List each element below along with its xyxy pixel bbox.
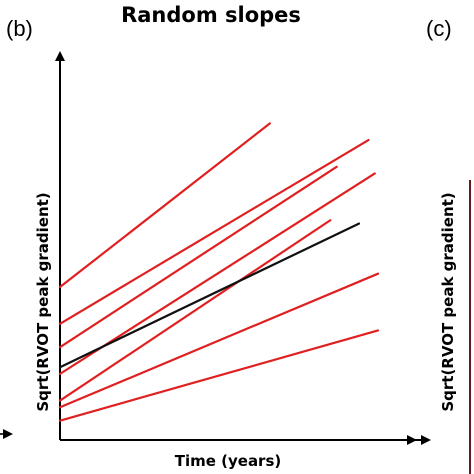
panel-label-c: (c) <box>426 16 452 41</box>
series-layer <box>58 122 380 422</box>
individual-slope-line-3 <box>58 138 370 325</box>
individual-slope-line-5 <box>58 219 332 402</box>
individual-slope-line-4 <box>58 165 338 349</box>
individual-slope-line-6 <box>58 272 380 409</box>
individual-slope-line-7 <box>58 329 380 422</box>
mean-slope-line <box>58 222 361 369</box>
x-axis-label: Time (years) <box>175 452 282 470</box>
chart-title: Random slopes <box>121 3 301 27</box>
individual-slope-line-2 <box>58 172 376 375</box>
y-axis-label: Sqrt(RVOT peak gradient) <box>34 192 52 411</box>
panel-label-b: (b) <box>6 16 33 41</box>
individual-slope-line-1 <box>58 122 271 289</box>
panel-c-y-axis-label: Sqrt(RVOT peak gradient) <box>439 192 457 411</box>
